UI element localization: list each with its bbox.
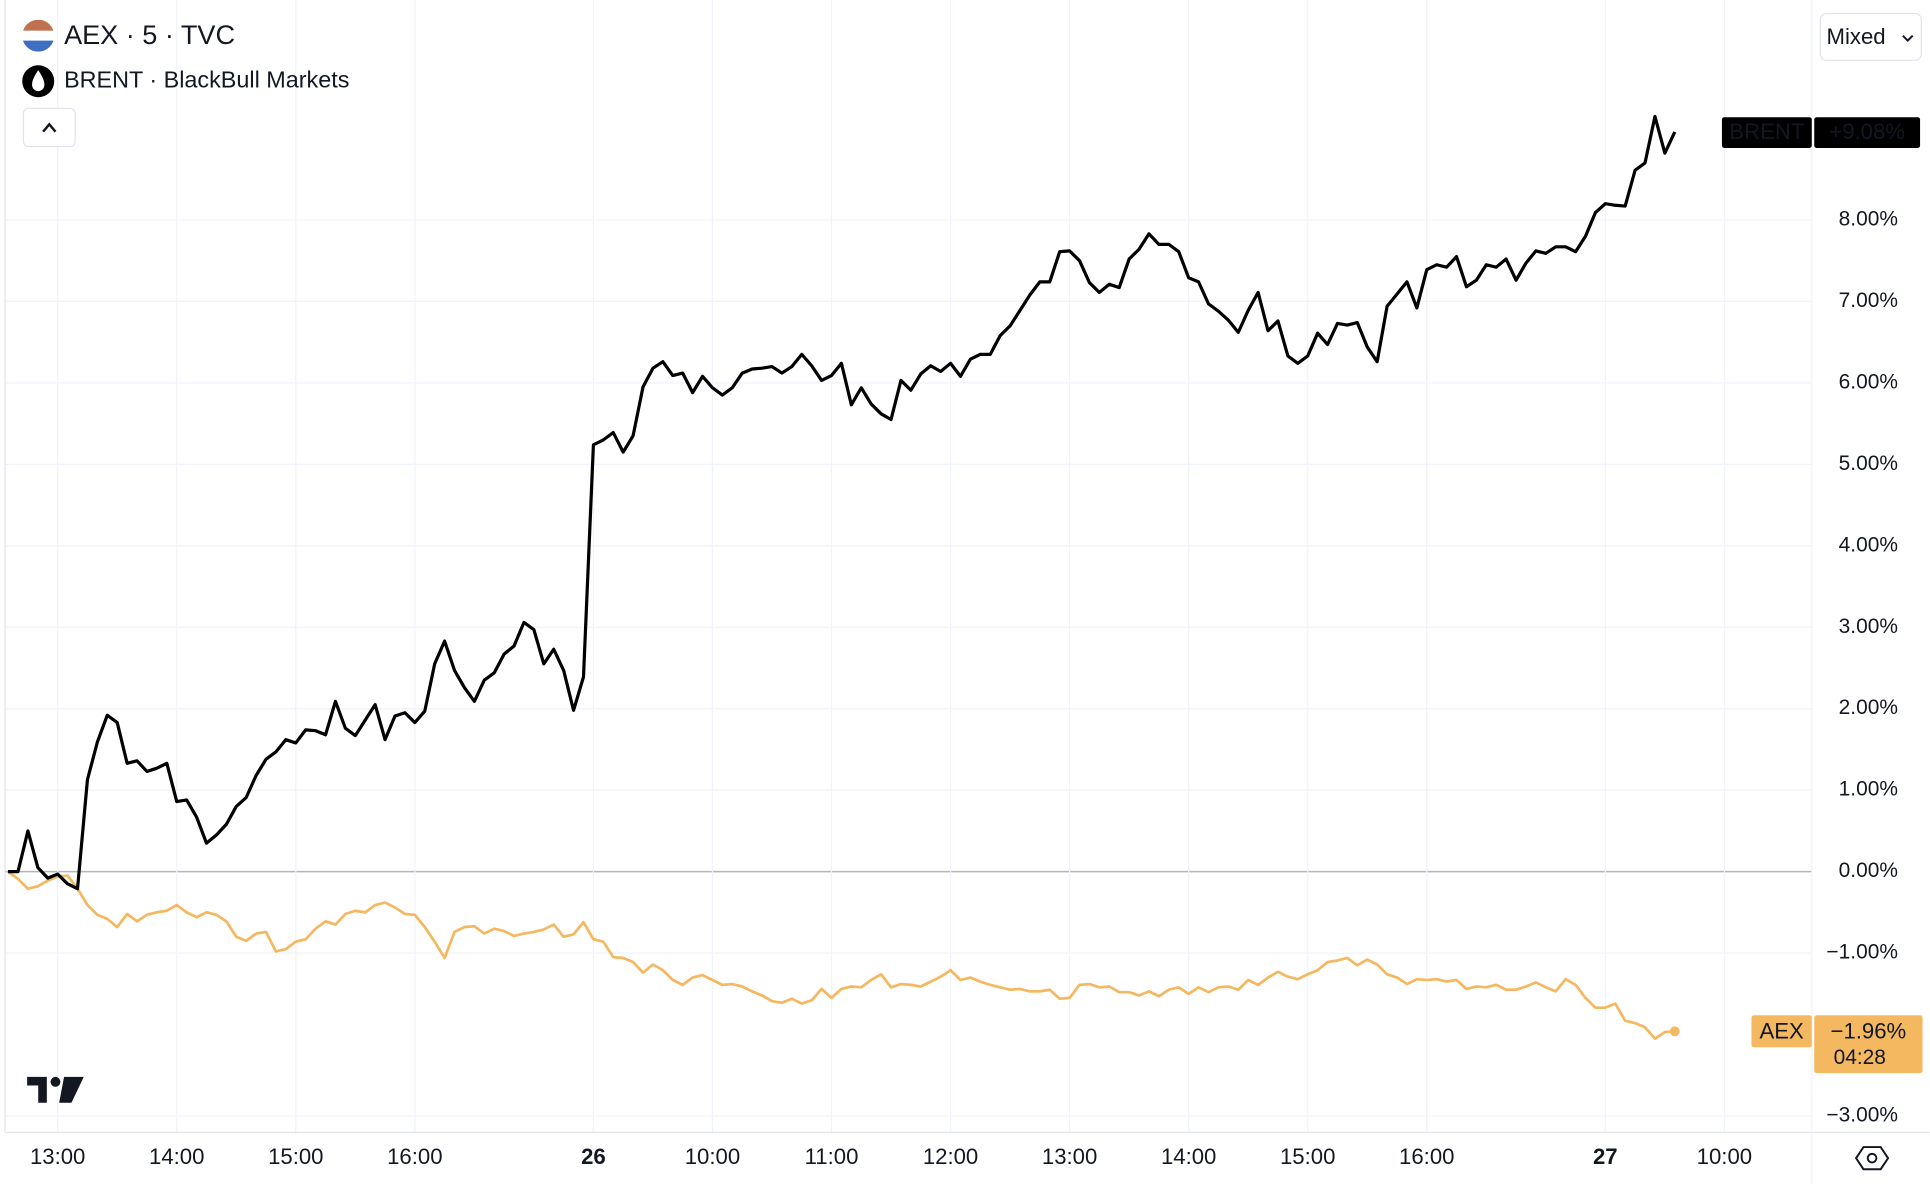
- x-tick-label: 14:00: [1161, 1144, 1216, 1169]
- tradingview-logo: [27, 1076, 84, 1103]
- x-tick-label: 10:00: [685, 1144, 740, 1169]
- legend-brent: BRENT · BlackBull Markets: [64, 66, 349, 92]
- x-tick-label: 12:00: [923, 1144, 978, 1169]
- y-tick-label: 5.00%: [1839, 452, 1898, 475]
- grid: [5, 0, 1812, 1133]
- legend-aex: AEX · 5 · TVC: [64, 19, 235, 50]
- collapse-legend-button[interactable]: [22, 107, 76, 148]
- x-tick-label: 11:00: [805, 1144, 859, 1169]
- brent-icon: [22, 65, 55, 98]
- scale-mode-label: Mixed: [1827, 24, 1886, 49]
- aex-flag-icon: [22, 19, 55, 52]
- value-tag: [1814, 117, 1921, 148]
- name-tag-label: AEX: [1759, 1018, 1804, 1043]
- y-tick-label: 0.00%: [1839, 859, 1898, 882]
- x-tick-label: 27: [1593, 1144, 1618, 1169]
- y-tick-label: 8.00%: [1839, 207, 1898, 230]
- x-tick-label: 15:00: [1280, 1144, 1335, 1169]
- y-tick-label: 2.00%: [1839, 696, 1898, 719]
- x-tick-label: 13:00: [1042, 1144, 1097, 1169]
- y-tick-label: 6.00%: [1839, 370, 1898, 393]
- plot-area: [7, 114, 1680, 1040]
- last-point: [1669, 1026, 1680, 1037]
- settings-button[interactable]: [1854, 1146, 1890, 1171]
- price-tags: BRENT +9.08% AEX −1.96% 04:28: [1721, 117, 1923, 1074]
- x-tick-label: 26: [581, 1144, 606, 1169]
- y-tick-label: −3.00%: [1826, 1104, 1898, 1127]
- x-tick-label: 16:00: [1399, 1144, 1454, 1169]
- bar-countdown: 04:28: [1834, 1046, 1886, 1069]
- x-tick-label: 15:00: [268, 1144, 323, 1169]
- series-line: [7, 870, 1675, 1040]
- value-tag-label: −1.96%: [1831, 1018, 1907, 1043]
- y-tick-label: 4.00%: [1839, 533, 1898, 556]
- name-tag: [1751, 1015, 1812, 1048]
- value-tag: [1814, 1015, 1923, 1074]
- x-tick-label: 10:00: [1697, 1144, 1752, 1169]
- series-line: [8, 114, 1677, 891]
- y-tick-label: 1.00%: [1839, 778, 1898, 801]
- x-tick-label: 14:00: [149, 1144, 204, 1169]
- y-tick-label: 7.00%: [1839, 289, 1898, 312]
- y-tick-label: −1.00%: [1826, 941, 1898, 964]
- legend: AEX · 5 · TVC BRENT · BlackBull Markets: [22, 19, 349, 148]
- x-tick-label: 16:00: [387, 1144, 442, 1169]
- value-tag-label: +9.08%: [1829, 119, 1905, 144]
- name-tag: [1721, 117, 1812, 148]
- scale-mode-button[interactable]: Mixed: [1819, 12, 1922, 61]
- x-tick-label: 13:00: [30, 1144, 85, 1169]
- name-tag-label: BRENT: [1729, 119, 1805, 144]
- y-tick-label: 3.00%: [1839, 615, 1898, 638]
